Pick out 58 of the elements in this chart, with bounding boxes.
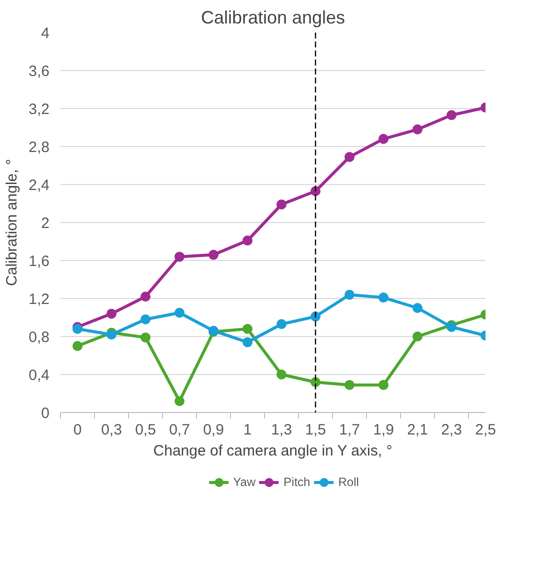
x-tick-label: 1 <box>243 422 252 438</box>
point <box>446 110 456 120</box>
point <box>378 380 388 390</box>
point <box>310 186 320 196</box>
x-tick-label: 0,7 <box>169 422 190 438</box>
point <box>344 152 354 162</box>
point <box>344 380 354 390</box>
y-tick-label: 2 <box>41 215 50 232</box>
point <box>242 324 252 334</box>
y-tick-label: 2,4 <box>28 177 50 194</box>
x-tick-label: 2,3 <box>441 422 462 438</box>
x-tick-label: 2,5 <box>475 422 496 438</box>
y-tick-label: 2,8 <box>28 139 50 156</box>
y-axis-title: Calibration angle, ° <box>4 159 21 286</box>
y-tick-label: 1,6 <box>28 253 50 270</box>
point <box>344 290 354 300</box>
x-tick-label: 0 <box>73 422 82 438</box>
point <box>140 314 150 324</box>
point <box>378 134 388 144</box>
point <box>378 292 388 303</box>
point <box>276 199 286 210</box>
x-tick-label: 2,1 <box>407 422 428 438</box>
point <box>276 319 286 330</box>
y-tick-label: 3,6 <box>28 63 50 80</box>
point <box>412 332 422 342</box>
point <box>208 250 218 260</box>
point <box>310 312 320 322</box>
point <box>276 370 286 380</box>
y-tick-label: 0 <box>41 405 50 422</box>
x-tick-label: 1,9 <box>373 422 394 438</box>
point <box>140 292 150 302</box>
point <box>140 332 150 342</box>
point <box>310 377 320 388</box>
point <box>72 341 82 351</box>
point <box>174 308 184 318</box>
point <box>242 236 252 246</box>
point <box>412 124 422 134</box>
x-axis-title: Change of camera angle in Y axis, ° <box>153 442 392 460</box>
x-tick-label: 1,5 <box>305 422 326 438</box>
point <box>174 252 184 262</box>
x-tick-label: 0,3 <box>101 422 122 438</box>
y-tick-label: 4 <box>41 25 50 42</box>
point <box>106 308 116 319</box>
legend-label: Roll <box>338 475 359 489</box>
legend-label: Pitch <box>284 475 310 489</box>
legend-label: Yaw <box>233 475 256 489</box>
chart-title: Calibration angles <box>200 8 346 28</box>
y-tick-label: 0,4 <box>28 367 50 384</box>
point <box>412 303 422 313</box>
y-tick-label: 3,2 <box>28 101 50 118</box>
x-tick-label: 0,9 <box>203 422 224 438</box>
x-tick-label: 0,5 <box>135 422 156 438</box>
point <box>174 396 184 406</box>
x-tick-label: 1,3 <box>271 422 292 438</box>
point <box>242 337 252 348</box>
y-tick-label: 0,8 <box>28 329 50 346</box>
x-tick-label: 1,7 <box>339 422 360 438</box>
y-tick-label: 1,2 <box>28 291 50 308</box>
